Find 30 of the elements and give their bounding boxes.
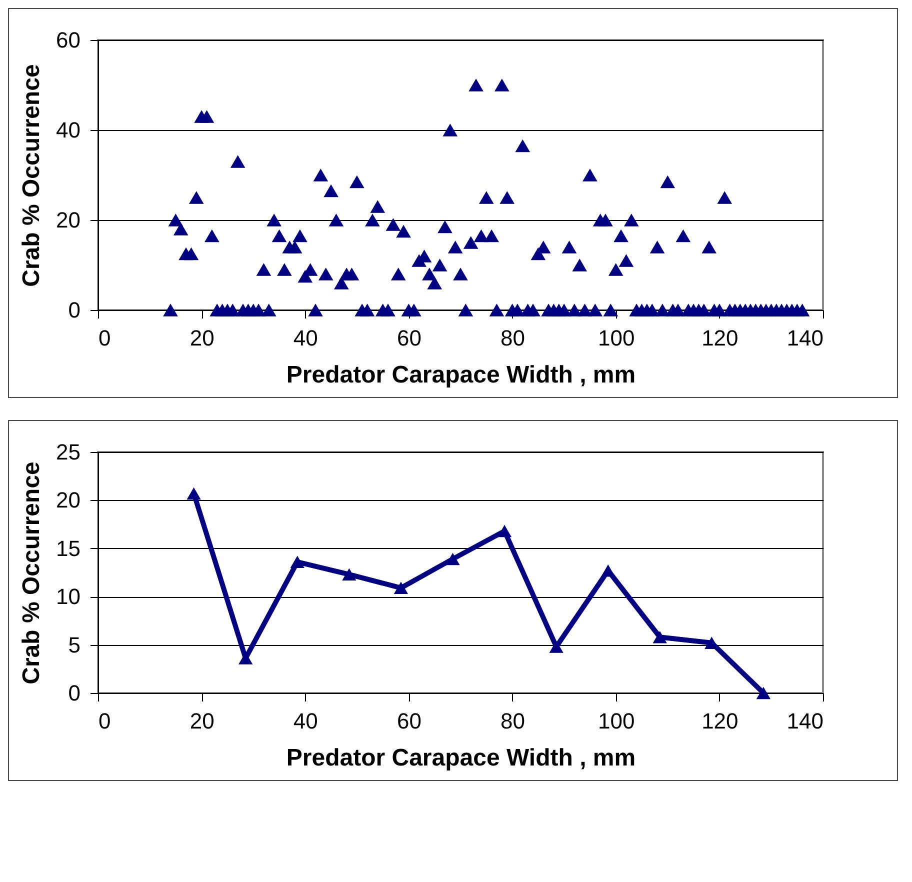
y-axis-title: Crab % Occurrence [18,64,46,287]
x-tick-label: 100 [598,708,635,734]
x-tick-label: 120 [702,326,738,350]
y-tick-label: 0 [68,680,80,706]
y-tick-label: 25 [56,440,80,464]
x-tick-label: 120 [702,708,738,734]
x-tick-label: 0 [98,708,111,734]
y-tick-label: 5 [68,632,80,658]
y-tick-label: 40 [56,118,80,142]
y-tick-label: 10 [56,584,80,610]
x-tick-label: 140 [786,326,824,350]
x-tick-label: 60 [396,326,422,350]
x-tick-label: 80 [500,326,526,350]
x-tick-label: 0 [98,326,111,350]
x-axis-title: Predator Carapace Width , mm [286,362,636,388]
x-tick-label: 80 [500,708,526,734]
x-axis-title: Predator Carapace Width , mm [286,744,636,772]
x-tick-label: 100 [598,326,635,350]
x-tick-label: 20 [190,708,214,734]
y-tick-label: 60 [56,28,80,52]
y-tick-label: 20 [56,488,80,513]
x-tick-label: 140 [786,708,824,734]
y-tick-label: 0 [68,298,80,322]
x-tick-label: 40 [293,708,318,734]
x-tick-label: 20 [190,326,214,350]
x-tick-label: 40 [293,326,318,350]
y-axis-title: Crab % Occurrence [18,462,46,684]
x-tick-label: 60 [396,708,422,734]
y-tick-label: 20 [56,208,80,232]
y-tick-label: 15 [56,536,80,561]
